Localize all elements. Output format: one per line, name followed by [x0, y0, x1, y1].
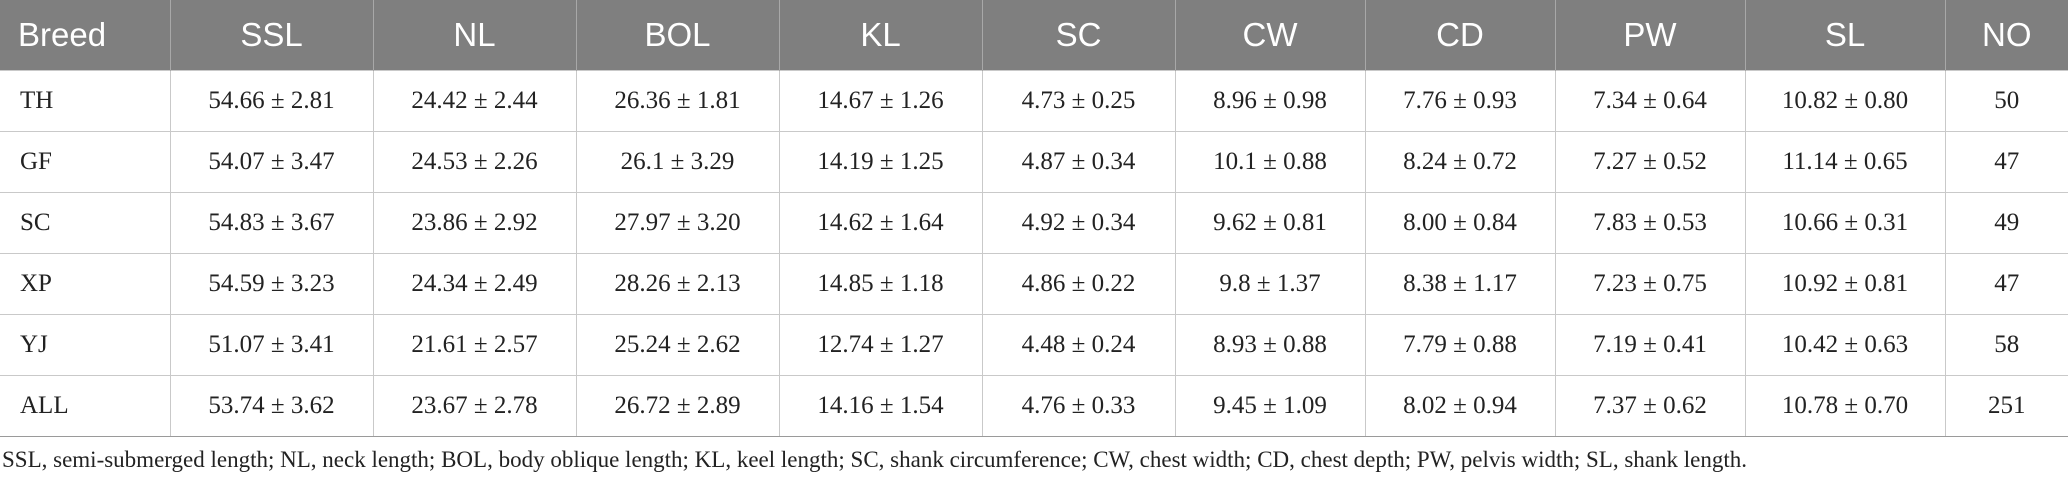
header-kl: KL [778, 0, 982, 71]
table-cell: 54.59 ± 3.23 [169, 253, 373, 315]
table-cell: 7.37 ± 0.62 [1554, 375, 1745, 437]
breed-cell: XP [0, 253, 170, 315]
table-cell: 8.02 ± 0.94 [1364, 375, 1555, 437]
table-cell: 8.24 ± 0.72 [1364, 131, 1555, 193]
table-cell: 4.48 ± 0.24 [981, 314, 1175, 376]
table-cell: 54.83 ± 3.67 [169, 192, 373, 254]
table-row: SC 54.83 ± 3.67 23.86 ± 2.92 27.97 ± 3.20 14… [0, 192, 2068, 254]
table-row: TH 54.66 ± 2.81 24.42 ± 2.44 26.36 ± 1.81 14… [0, 70, 2068, 132]
table-cell: 24.53 ± 2.26 [372, 131, 576, 193]
table-cell: 8.93 ± 0.88 [1174, 314, 1365, 376]
table-cell: 11.14 ± 0.65 [1744, 131, 1945, 193]
table-cell: 23.86 ± 2.92 [372, 192, 576, 254]
header-ssl: SSL [169, 0, 373, 71]
table-cell: 47 [1944, 131, 2068, 193]
table-cell: 10.82 ± 0.80 [1744, 70, 1945, 132]
table-cell: 7.23 ± 0.75 [1554, 253, 1745, 315]
table-cell: 50 [1944, 70, 2068, 132]
table-cell: 26.72 ± 2.89 [575, 375, 779, 437]
table-cell: 53.74 ± 3.62 [169, 375, 373, 437]
table-cell: 9.8 ± 1.37 [1174, 253, 1365, 315]
table-cell: 14.67 ± 1.26 [778, 70, 982, 132]
table-cell: 54.66 ± 2.81 [169, 70, 373, 132]
table-cell: 25.24 ± 2.62 [575, 314, 779, 376]
table-cell: 24.42 ± 2.44 [372, 70, 576, 132]
table-cell: 14.85 ± 1.18 [778, 253, 982, 315]
table-cell: 4.76 ± 0.33 [981, 375, 1175, 437]
table-figure: Breed SSL NL BOL KL SC CW CD PW SL NO TH… [0, 0, 2068, 472]
header-sl: SL [1744, 0, 1945, 71]
table-cell: 51.07 ± 3.41 [169, 314, 373, 376]
table-cell: 54.07 ± 3.47 [169, 131, 373, 193]
breed-cell: YJ [0, 314, 170, 376]
table-row: YJ 51.07 ± 3.41 21.61 ± 2.57 25.24 ± 2.62 12… [0, 314, 2068, 376]
table-cell: 7.83 ± 0.53 [1554, 192, 1745, 254]
breed-cell: SC [0, 192, 170, 254]
table-cell: 4.92 ± 0.34 [981, 192, 1175, 254]
table-cell: 58 [1944, 314, 2068, 376]
table-cell: 251 [1944, 375, 2068, 437]
table-cell: 4.73 ± 0.25 [981, 70, 1175, 132]
table-cell: 10.66 ± 0.31 [1744, 192, 1945, 254]
table-cell: 4.87 ± 0.34 [981, 131, 1175, 193]
table-cell: 14.16 ± 1.54 [778, 375, 982, 437]
table-cell: 7.27 ± 0.52 [1554, 131, 1745, 193]
table-cell: 28.26 ± 2.13 [575, 253, 779, 315]
table-cell: 26.36 ± 1.81 [575, 70, 779, 132]
measurements-table: Breed SSL NL BOL KL SC CW CD PW SL NO TH… [0, 0, 2068, 437]
table-body: TH 54.66 ± 2.81 24.42 ± 2.44 26.36 ± 1.81 14… [0, 70, 2068, 437]
table-row: XP 54.59 ± 3.23 24.34 ± 2.49 28.26 ± 2.13 14… [0, 253, 2068, 315]
table-cell: 7.34 ± 0.64 [1554, 70, 1745, 132]
table-cell: 49 [1944, 192, 2068, 254]
table-cell: 10.92 ± 0.81 [1744, 253, 1945, 315]
header-cd: CD [1364, 0, 1555, 71]
table-cell: 8.96 ± 0.98 [1174, 70, 1365, 132]
table-cell: 14.62 ± 1.64 [778, 192, 982, 254]
header-sc: SC [981, 0, 1175, 71]
breed-cell: TH [0, 70, 170, 132]
breed-cell: ALL [0, 375, 170, 437]
table-cell: 9.62 ± 0.81 [1174, 192, 1365, 254]
header-pw: PW [1554, 0, 1745, 71]
table-cell: 26.1 ± 3.29 [575, 131, 779, 193]
table-cell: 24.34 ± 2.49 [372, 253, 576, 315]
table-cell: 12.74 ± 1.27 [778, 314, 982, 376]
table-cell: 8.00 ± 0.84 [1364, 192, 1555, 254]
table-cell: 14.19 ± 1.25 [778, 131, 982, 193]
table-cell: 21.61 ± 2.57 [372, 314, 576, 376]
header-row: Breed SSL NL BOL KL SC CW CD PW SL NO [0, 0, 2068, 71]
table-cell: 8.38 ± 1.17 [1364, 253, 1555, 315]
table-cell: 10.42 ± 0.63 [1744, 314, 1945, 376]
table-cell: 23.67 ± 2.78 [372, 375, 576, 437]
table-cell: 47 [1944, 253, 2068, 315]
table-row: ALL 53.74 ± 3.62 23.67 ± 2.78 26.72 ± 2.89 1… [0, 375, 2068, 437]
table-cell: 10.78 ± 0.70 [1744, 375, 1945, 437]
header-bol: BOL [575, 0, 779, 71]
table-cell: 9.45 ± 1.09 [1174, 375, 1365, 437]
header-nl: NL [372, 0, 576, 71]
header-cw: CW [1174, 0, 1365, 71]
table-cell: 7.76 ± 0.93 [1364, 70, 1555, 132]
table-row: GF 54.07 ± 3.47 24.53 ± 2.26 26.1 ± 3.29 14.… [0, 131, 2068, 193]
header-breed: Breed [0, 0, 170, 71]
table-footnote: SSL, semi-submerged length; NL, neck len… [2, 447, 1747, 472]
breed-cell: GF [0, 131, 170, 193]
table-cell: 10.1 ± 0.88 [1174, 131, 1365, 193]
table-cell: 7.19 ± 0.41 [1554, 314, 1745, 376]
table-cell: 27.97 ± 3.20 [575, 192, 779, 254]
header-no: NO [1944, 0, 2068, 71]
table-cell: 7.79 ± 0.88 [1364, 314, 1555, 376]
table-cell: 4.86 ± 0.22 [981, 253, 1175, 315]
